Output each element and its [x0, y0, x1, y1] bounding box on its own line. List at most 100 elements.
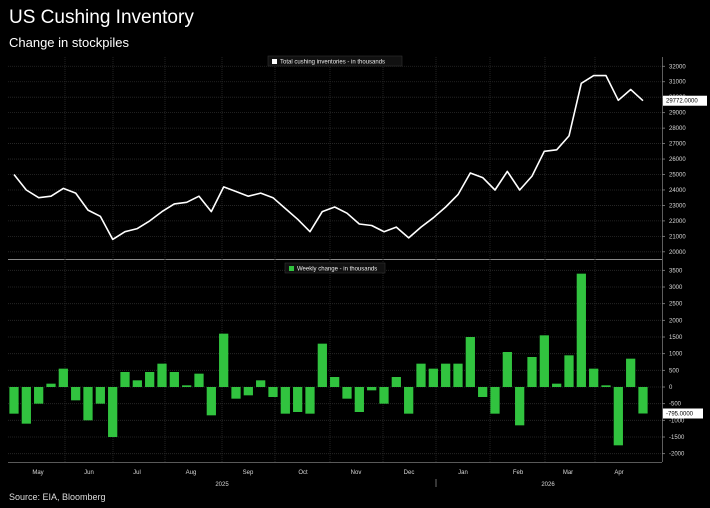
weekly-change-bar	[367, 387, 377, 391]
weekly-change-bar	[330, 377, 340, 387]
weekly-change-bar	[576, 273, 586, 387]
weekly-change-bar	[404, 387, 414, 414]
legend-swatch	[272, 59, 277, 64]
y-tick-label: 1500	[669, 335, 683, 341]
weekly-change-bar	[490, 387, 500, 414]
x-month-label: Jun	[84, 470, 94, 476]
end-value-label: -795.0000	[666, 412, 694, 418]
y-tick-label: -2000	[669, 452, 685, 458]
y-tick-label: 32000	[669, 64, 686, 70]
y-tick-label: 28000	[669, 126, 686, 132]
y-tick-label: -500	[669, 402, 682, 408]
end-value-box	[663, 95, 707, 106]
legend-swatch	[289, 266, 294, 271]
weekly-change-bar	[502, 352, 512, 387]
weekly-change-bar	[120, 372, 130, 387]
end-value-label: 29772.0000	[666, 99, 698, 105]
y-tick-label: 25000	[669, 173, 686, 179]
y-tick-label: 23000	[669, 203, 686, 209]
weekly-change-bar	[539, 335, 549, 387]
weekly-change-bar	[219, 333, 229, 387]
y-tick-label: 29000	[669, 111, 686, 117]
weekly-change-bar	[256, 380, 266, 387]
x-month-label: Jan	[458, 470, 468, 476]
weekly-change-bar	[552, 383, 562, 387]
y-tick-label: 24000	[669, 188, 686, 194]
weekly-change-bar	[391, 377, 401, 387]
weekly-change-bar	[638, 387, 648, 414]
weekly-change-bar	[58, 368, 68, 387]
weekly-change-bar	[379, 387, 389, 404]
y-tick-label: -1000	[669, 418, 685, 424]
weekly-change-bar	[71, 387, 81, 401]
legend-label: Weekly change - in thousands	[297, 267, 377, 273]
weekly-change-bar	[416, 363, 426, 387]
weekly-change-bar	[478, 387, 488, 397]
x-month-label: Apr	[614, 470, 623, 476]
y-tick-label: 0	[669, 385, 673, 391]
x-month-label: Dec	[404, 470, 415, 476]
y-tick-label: 500	[669, 368, 680, 374]
y-tick-label: 3000	[669, 285, 683, 291]
y-tick-label: 3500	[669, 268, 683, 274]
weekly-change-bar	[145, 372, 155, 387]
x-year-label: 2026	[541, 482, 555, 488]
x-month-label: May	[32, 470, 43, 476]
inventory-line	[13, 74, 644, 241]
weekly-change-bar	[428, 368, 438, 387]
y-tick-label: 20000	[669, 250, 686, 256]
y-tick-label: 26000	[669, 157, 686, 163]
weekly-change-bar	[268, 387, 278, 397]
inventory-line-panel: 20000 21000 22000 23000 24000 25000 26000 27000…	[13, 55, 707, 256]
x-month-label: Mar	[563, 470, 573, 476]
weekly-change-bar	[527, 357, 537, 387]
end-value-box	[663, 408, 703, 419]
weekly-change-bar	[231, 387, 241, 399]
y-tick-label: -1500	[669, 435, 685, 441]
weekly-change-bar	[83, 387, 93, 421]
y-tick-label: 2000	[669, 318, 683, 324]
chart-subtitle: Change in stockpiles	[9, 35, 129, 50]
y-tick-label: 22000	[669, 219, 686, 225]
y-tick-label: 1000	[669, 352, 683, 358]
legend-box	[267, 55, 403, 67]
weekly-change-bar	[589, 368, 599, 387]
weekly-change-bar	[169, 372, 179, 387]
weekly-change-bar	[9, 387, 19, 414]
y-tick-label: 31000	[669, 80, 686, 86]
weekly-change-bar	[342, 387, 352, 399]
weekly-change-bar	[132, 380, 142, 387]
x-month-label: Jul	[133, 470, 141, 476]
chart-title: US Cushing Inventory	[9, 7, 194, 28]
weekly-change-bar	[280, 387, 290, 414]
weekly-change-bar	[182, 385, 192, 387]
x-month-label: Aug	[186, 470, 197, 476]
weekly-change-bar	[354, 387, 364, 412]
weekly-change-bar	[46, 383, 56, 387]
weekly-change-bar	[305, 387, 315, 414]
legend-weekly: Weekly change - in thousands	[284, 262, 386, 274]
legend-inventory: Total cushing inventories - in thousands	[267, 55, 403, 67]
weekly-change-bar	[34, 387, 44, 404]
weekly-change-bar	[465, 337, 475, 387]
weekly-change-bar	[317, 343, 327, 387]
source-note: Source: EIA, Bloomberg	[9, 492, 106, 502]
weekly-change-bar	[441, 363, 451, 387]
y-tick-label: 2500	[669, 302, 683, 308]
grid	[8, 57, 663, 463]
y-tick-label: 27000	[669, 142, 686, 148]
weekly-change-bar	[108, 387, 118, 437]
y-tick-label: 21000	[669, 234, 686, 240]
weekly-change-bar	[453, 363, 463, 387]
weekly-change-bar	[206, 387, 216, 416]
x-month-label: Feb	[513, 470, 524, 476]
weekly-change-bar	[157, 363, 167, 387]
weekly-change-bar	[601, 385, 611, 387]
x-year-label: 2025	[215, 482, 229, 488]
x-month-label: Oct	[298, 470, 308, 476]
weekly-change-bar	[626, 358, 636, 387]
legend-label: Total cushing inventories - in thousands	[280, 60, 385, 66]
weekly-change-bar	[293, 387, 303, 412]
weekly-change-bar	[564, 355, 574, 387]
